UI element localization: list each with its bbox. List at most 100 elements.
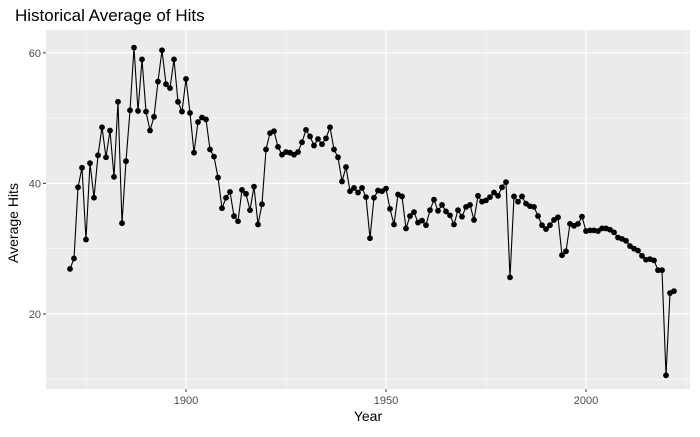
data-point bbox=[259, 201, 265, 208]
data-point bbox=[251, 183, 257, 190]
data-point bbox=[403, 225, 409, 232]
data-point bbox=[131, 44, 137, 51]
data-point bbox=[299, 139, 305, 146]
data-point bbox=[411, 209, 417, 216]
data-point bbox=[575, 220, 581, 227]
data-point bbox=[191, 149, 197, 156]
data-point bbox=[159, 47, 165, 54]
data-point bbox=[671, 288, 677, 294]
data-point bbox=[335, 154, 341, 161]
data-point bbox=[235, 218, 241, 225]
data-point bbox=[135, 108, 141, 114]
data-point bbox=[515, 198, 521, 205]
data-point bbox=[119, 220, 125, 227]
data-point bbox=[195, 119, 201, 125]
data-point bbox=[227, 188, 233, 195]
data-point bbox=[451, 221, 457, 228]
data-point bbox=[407, 213, 413, 219]
data-point bbox=[467, 202, 473, 208]
data-point bbox=[243, 190, 249, 197]
major-gridlines bbox=[46, 30, 690, 389]
data-point bbox=[543, 226, 549, 232]
data-point bbox=[371, 194, 377, 201]
data-point bbox=[271, 128, 277, 135]
data-point bbox=[443, 208, 449, 215]
y-tick-label: 40 bbox=[29, 178, 41, 190]
data-point bbox=[455, 207, 461, 214]
data-point bbox=[95, 152, 101, 159]
data-point bbox=[419, 217, 425, 224]
data-point bbox=[519, 193, 525, 200]
data-point bbox=[67, 266, 73, 272]
y-axis-title: Average Hits bbox=[5, 183, 21, 263]
data-point bbox=[107, 127, 113, 134]
x-axis-title: Year bbox=[354, 408, 383, 424]
data-point bbox=[311, 142, 317, 149]
data-point bbox=[535, 213, 541, 219]
data-point bbox=[207, 146, 213, 153]
data-point bbox=[367, 235, 373, 242]
data-point bbox=[187, 110, 193, 116]
data-point bbox=[487, 194, 493, 201]
data-point bbox=[171, 56, 177, 63]
x-tick-label: 1900 bbox=[174, 395, 198, 407]
data-point bbox=[103, 154, 109, 161]
data-point bbox=[439, 202, 445, 208]
data-point bbox=[423, 222, 429, 229]
data-point bbox=[139, 56, 145, 63]
data-point bbox=[391, 221, 397, 228]
data-point bbox=[579, 213, 585, 220]
y-tick-label: 20 bbox=[29, 309, 41, 321]
data-point bbox=[319, 141, 325, 148]
data-point bbox=[559, 252, 565, 259]
data-point bbox=[399, 193, 405, 200]
data-point bbox=[163, 81, 169, 88]
data-point bbox=[359, 185, 365, 191]
data-point bbox=[303, 126, 309, 133]
data-points bbox=[67, 44, 677, 379]
x-tick-label: 2000 bbox=[574, 395, 598, 407]
data-point bbox=[175, 98, 181, 105]
data-point bbox=[635, 247, 641, 254]
data-point bbox=[247, 207, 253, 214]
data-point bbox=[127, 107, 133, 114]
data-point bbox=[499, 184, 505, 191]
data-point bbox=[531, 203, 537, 210]
data-point bbox=[211, 153, 217, 160]
data-point bbox=[255, 221, 261, 228]
data-point bbox=[459, 213, 465, 220]
data-point bbox=[539, 222, 545, 229]
data-point bbox=[331, 146, 337, 153]
axis-ticks: 1900 1950 2000 20 40 60 bbox=[29, 48, 598, 407]
data-point bbox=[363, 194, 369, 201]
data-point bbox=[219, 205, 225, 212]
data-point bbox=[143, 108, 149, 115]
data-point bbox=[275, 143, 281, 150]
data-point bbox=[203, 116, 209, 123]
data-point bbox=[611, 229, 617, 236]
data-point bbox=[79, 164, 85, 171]
data-point bbox=[435, 207, 441, 214]
data-point bbox=[147, 127, 153, 134]
data-point bbox=[239, 187, 245, 193]
data-point bbox=[491, 189, 497, 196]
x-tick-label: 1950 bbox=[374, 395, 398, 407]
data-point bbox=[347, 188, 353, 195]
data-point bbox=[99, 124, 105, 131]
data-point bbox=[167, 85, 173, 91]
data-point bbox=[483, 197, 489, 204]
data-point bbox=[431, 196, 437, 203]
data-point bbox=[83, 236, 89, 243]
data-point bbox=[659, 267, 665, 274]
data-point bbox=[351, 185, 357, 191]
data-point bbox=[547, 222, 553, 229]
data-point bbox=[71, 255, 77, 262]
data-point bbox=[387, 205, 393, 212]
data-point bbox=[555, 214, 561, 221]
data-point bbox=[511, 193, 517, 200]
data-point bbox=[91, 194, 97, 201]
data-point bbox=[447, 212, 453, 219]
data-point bbox=[115, 98, 121, 105]
